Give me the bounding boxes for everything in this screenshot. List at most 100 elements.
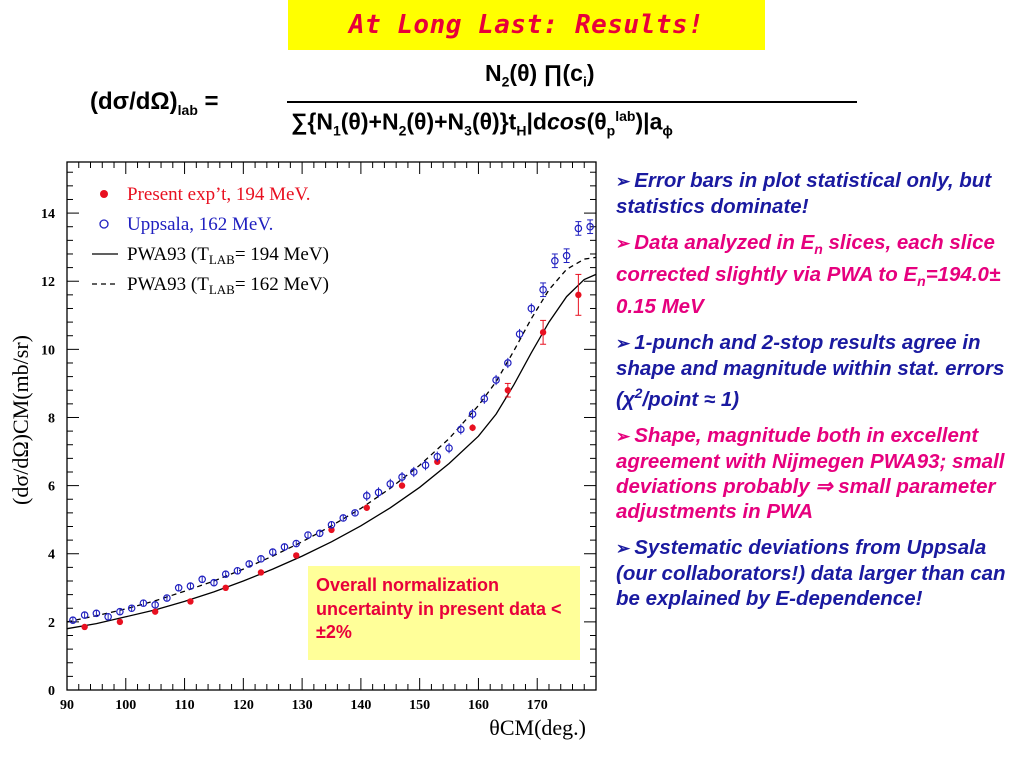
- arrow-bullet-icon: ➢: [616, 427, 631, 447]
- y-tick-label: 4: [48, 548, 55, 563]
- bullet-item: ➢ Shape, magnitude both in excellent agre…: [616, 423, 1016, 524]
- data-point-uppsala: [457, 425, 465, 434]
- data-point-uppsala: [527, 304, 536, 313]
- data-point-uppsala: [351, 509, 359, 517]
- y-tick-label: 2: [48, 616, 55, 631]
- legend-label-end: = 194 MeV): [235, 244, 329, 265]
- num-c: ): [586, 60, 595, 86]
- data-point-uppsala: [280, 543, 289, 551]
- data-point-uppsala: [409, 468, 418, 476]
- arrow-bullet-icon: ➢: [616, 172, 631, 191]
- den-f-sub: p: [606, 122, 616, 139]
- data-point-uppsala: [574, 224, 583, 233]
- y-tick-label: 0: [48, 684, 55, 699]
- x-tick-label: 90: [60, 698, 74, 713]
- y-tick-label: 12: [41, 275, 55, 290]
- den-f: (θ: [586, 108, 607, 135]
- legend-label-end: = 162 MeV): [235, 274, 329, 295]
- normalization-note: Overall normalization uncertainty in pre…: [308, 566, 580, 660]
- x-tick-label: 160: [468, 698, 489, 713]
- legend-label-text: Present exp’t, 194 MeV.: [127, 184, 310, 205]
- data-point-present: [116, 618, 124, 626]
- data-point-uppsala: [69, 616, 77, 624]
- x-tick-label: 110: [174, 698, 194, 713]
- legend-marker-open: [99, 219, 109, 229]
- data-point-uppsala: [139, 599, 148, 607]
- bullet-text: =194.0± 0.15 MeV: [616, 263, 1001, 319]
- data-point-uppsala: [304, 531, 312, 539]
- den-f-sup: lab: [615, 108, 636, 124]
- den-b-sub: 2: [398, 122, 407, 139]
- data-point-uppsala: [586, 222, 594, 231]
- legend-marker-filled: [100, 190, 108, 198]
- formula-equals: =: [204, 88, 219, 115]
- data-point-uppsala: [515, 330, 524, 338]
- bullet-text: n: [917, 273, 926, 290]
- x-tick-label: 170: [527, 698, 548, 713]
- bullet-text: Systematic deviations from Uppsala (our …: [616, 536, 1006, 611]
- arrow-bullet-icon: ➢: [616, 539, 631, 559]
- num-b-sub: i: [582, 73, 587, 90]
- fraction-line: [287, 101, 857, 103]
- formula-lhs-sub: lab: [177, 101, 198, 118]
- bullet-text: Data analyzed in E: [634, 231, 815, 254]
- data-point-present: [398, 482, 406, 489]
- legend-label-sub: LAB: [209, 252, 235, 267]
- bullet-list: ➢ Error bars in plot statistical only, bu…: [616, 168, 1016, 622]
- bullet-text: Error bars in plot statistical only, but…: [616, 169, 992, 218]
- data-point-uppsala: [116, 607, 124, 616]
- data-point-present: [363, 504, 370, 511]
- den-g-sub: ϕ: [662, 122, 673, 139]
- data-point-uppsala: [92, 609, 101, 618]
- data-point-present: [81, 623, 88, 631]
- y-tick-label: 14: [41, 207, 55, 222]
- data-point-uppsala: [104, 612, 112, 621]
- legend-label: PWA93 (TLAB= 162 MeV): [127, 274, 329, 297]
- bullet-text: 1-punch and 2-stop results agree in shap…: [616, 331, 1005, 412]
- pwa93-194-curve: [66, 273, 597, 630]
- y-axis-label: (dσ/dΩ)CM(mb/sr): [8, 335, 33, 505]
- data-point-uppsala: [163, 594, 171, 602]
- den-c: (θ)+N: [406, 108, 465, 135]
- data-point-present: [151, 608, 159, 615]
- data-point-uppsala: [539, 285, 547, 294]
- data-point-uppsala: [292, 539, 301, 548]
- data-point-present: [539, 329, 547, 336]
- data-point-uppsala: [327, 520, 336, 529]
- legend-label: Uppsala, 162 MeV.: [127, 214, 273, 235]
- den-e-italic: cos: [546, 108, 587, 135]
- data-point-uppsala: [421, 461, 430, 469]
- data-point-uppsala: [80, 611, 89, 619]
- data-point-uppsala: [468, 410, 477, 418]
- bullet-text: Shape, magnitude both in excellent agree…: [616, 424, 1005, 524]
- x-tick-label: 140: [350, 698, 371, 713]
- data-point-present: [257, 569, 265, 576]
- bullet-text: n: [814, 241, 823, 258]
- data-point-uppsala: [445, 444, 453, 452]
- data-point-uppsala: [257, 555, 265, 563]
- bullet-item: ➢ Error bars in plot statistical only, bu…: [616, 168, 1016, 219]
- legend-label: PWA93 (TLAB= 194 MeV): [127, 244, 329, 267]
- data-point-uppsala: [186, 582, 195, 590]
- num-a: N: [485, 60, 502, 86]
- data-point-present: [504, 387, 512, 394]
- data-point-uppsala: [339, 514, 348, 522]
- num-b: (θ) ∏(c: [509, 60, 583, 86]
- data-point-present: [293, 552, 300, 559]
- bullet-text: /point ≈ 1): [642, 388, 740, 412]
- data-point-uppsala: [504, 359, 512, 367]
- legend-label-sub: LAB: [209, 282, 235, 297]
- data-point-uppsala: [374, 488, 383, 497]
- y-tick-label: 8: [48, 411, 55, 426]
- bullet-item: ➢ 1-punch and 2-stop results agree in sha…: [616, 330, 1016, 412]
- data-point-uppsala: [551, 256, 559, 265]
- x-tick-label: 120: [233, 698, 254, 713]
- plot-svg: 90 100 110 120 130 140 150 160 170 0 2 4 6 8 10 12 14 θCM…: [8, 161, 597, 740]
- bullet-item: ➢ Systematic deviations from Uppsala (our…: [616, 535, 1016, 611]
- legend-label-text: PWA93 (T: [127, 244, 209, 265]
- bullet-item: ➢ Data analyzed in En slices, each slice …: [616, 230, 1016, 319]
- formula-numerator: N2(θ) ∏(ci): [485, 60, 595, 90]
- data-point-uppsala: [268, 548, 277, 556]
- arrow-bullet-icon: ➢: [616, 234, 631, 253]
- y-tick-label: 10: [41, 343, 55, 358]
